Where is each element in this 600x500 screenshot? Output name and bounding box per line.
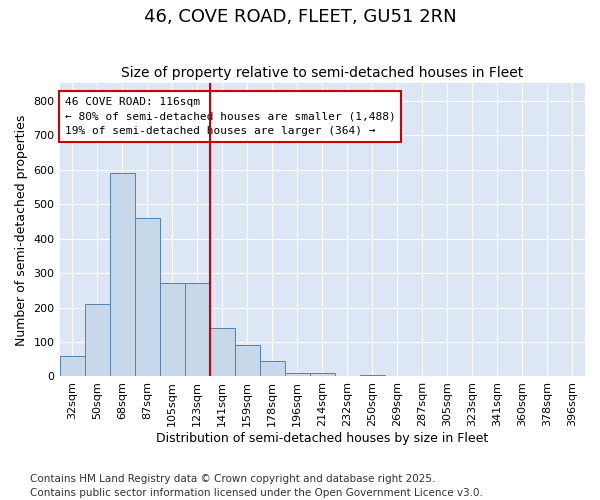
Bar bbox=[209, 328, 235, 376]
Title: Size of property relative to semi-detached houses in Fleet: Size of property relative to semi-detach… bbox=[121, 66, 523, 80]
Text: 46, COVE ROAD, FLEET, GU51 2RN: 46, COVE ROAD, FLEET, GU51 2RN bbox=[143, 8, 457, 26]
X-axis label: Distribution of semi-detached houses by size in Fleet: Distribution of semi-detached houses by … bbox=[156, 432, 488, 445]
Bar bbox=[285, 373, 310, 376]
Bar bbox=[185, 284, 209, 376]
Bar bbox=[134, 218, 160, 376]
Text: 46 COVE ROAD: 116sqm
← 80% of semi-detached houses are smaller (1,488)
19% of se: 46 COVE ROAD: 116sqm ← 80% of semi-detac… bbox=[65, 96, 395, 136]
Bar bbox=[260, 361, 285, 376]
Y-axis label: Number of semi-detached properties: Number of semi-detached properties bbox=[15, 114, 28, 346]
Bar bbox=[360, 374, 385, 376]
Bar bbox=[160, 284, 185, 376]
Bar bbox=[235, 346, 260, 376]
Bar bbox=[59, 356, 85, 376]
Bar bbox=[85, 304, 110, 376]
Bar bbox=[110, 173, 134, 376]
Text: Contains HM Land Registry data © Crown copyright and database right 2025.
Contai: Contains HM Land Registry data © Crown c… bbox=[30, 474, 483, 498]
Bar bbox=[310, 373, 335, 376]
